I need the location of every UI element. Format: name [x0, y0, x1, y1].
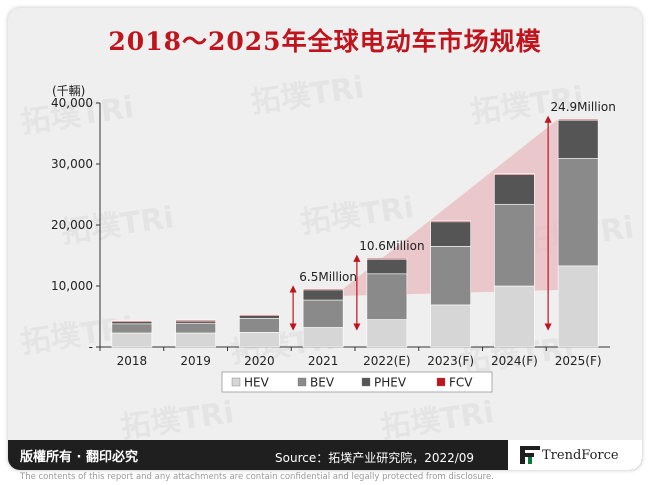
bar-segment-hev — [239, 332, 280, 348]
bar-segment-phev — [430, 221, 471, 247]
copyright-text: 版權所有 · 翻印必究 — [20, 450, 138, 465]
annotation-label: 24.9Million — [550, 100, 615, 114]
disclaimer-text: The contents of this report and any atta… — [20, 472, 494, 482]
bar-segment-hev — [111, 332, 153, 348]
logo-text: TrendForce — [542, 448, 619, 463]
legend-label-phev: PHEV — [374, 376, 407, 390]
y-tick-label: 40,000 — [51, 96, 93, 110]
x-tick-label: 2021 — [308, 354, 339, 368]
bar-segment-phev — [302, 288, 344, 301]
axes: (千輛) - 10,000 20,000 30,000 40,000 2018 2019 202… — [51, 84, 610, 368]
bar-segment-bev — [175, 322, 216, 334]
bar-segment-phev — [366, 258, 408, 275]
bar-segment-bev — [366, 273, 408, 320]
legend-swatch-hev — [231, 377, 241, 387]
bar-segment-bev — [494, 203, 535, 287]
x-tick-label: 2022(E) — [363, 354, 410, 368]
legend-swatch-bev — [297, 377, 307, 387]
bar-segment-fcv — [175, 319, 216, 322]
legend-label-bev: BEV — [310, 376, 335, 390]
y-tick-label: 20,000 — [51, 218, 93, 232]
x-tick-label: 2025(F) — [555, 354, 602, 368]
bar-segment-phev — [557, 119, 599, 159]
bar-segment-bev — [111, 323, 153, 334]
bar-segment-fcv — [111, 320, 153, 323]
source-text: Source：拓墣产业研究院，2022/09 — [275, 451, 475, 465]
y-tick-label: 10,000 — [51, 279, 93, 293]
legend-swatch-phev — [361, 377, 371, 387]
x-tick-label: 2018 — [117, 354, 148, 368]
y-tick-label: - — [89, 340, 93, 354]
bar-segment-bev — [557, 158, 599, 267]
bar-segment-phev — [494, 174, 535, 205]
legend-box — [221, 371, 493, 393]
x-tick-label: 2019 — [180, 354, 211, 368]
bars — [111, 118, 599, 348]
bar-segment-hev — [175, 332, 216, 348]
x-tick-label: 2023(F) — [427, 354, 474, 368]
bar-segment-hev — [494, 285, 535, 348]
bar-segment-fcv — [430, 220, 471, 223]
annotation-label: 6.5Million — [299, 270, 357, 284]
bar-segment-fcv — [302, 288, 344, 291]
y-tick-label: 30,000 — [51, 157, 93, 171]
bar-segment-hev — [557, 265, 599, 348]
trendforce-logo: TrendForce — [508, 440, 642, 470]
legend: HEV BEV PHEV FCV — [221, 371, 493, 393]
trendforce-logo-icon — [520, 446, 540, 464]
stacked-bar-chart: (千輛) - 10,000 20,000 30,000 40,000 2018 2019 202… — [51, 84, 616, 393]
bar-segment-bev — [302, 299, 344, 328]
legend-label-hev: HEV — [244, 376, 270, 390]
bar-segment-hev — [430, 304, 471, 348]
bar-segment-fcv — [494, 173, 535, 175]
bar-segment-hev — [366, 319, 408, 348]
bar-segment-bev — [239, 318, 280, 333]
bar-segment-hev — [302, 327, 344, 348]
bar-segment-bev — [430, 246, 471, 306]
x-tick-label: 2024(F) — [491, 354, 538, 368]
x-tick-label: 2020 — [244, 354, 275, 368]
bar-segment-fcv — [239, 314, 280, 316]
annotation-label: 10.6Million — [359, 239, 424, 253]
bar-segment-fcv — [557, 118, 599, 121]
legend-label-fcv: FCV — [449, 376, 473, 390]
chart-title: 2018～2025年全球电动车市场规模 — [108, 27, 542, 56]
legend-swatch-fcv — [436, 377, 446, 387]
y-axis-unit: (千輛) — [52, 84, 85, 98]
bar-segment-fcv — [366, 257, 408, 260]
annotations: 6.5Million 10.6Million 24.9Million — [289, 100, 616, 331]
